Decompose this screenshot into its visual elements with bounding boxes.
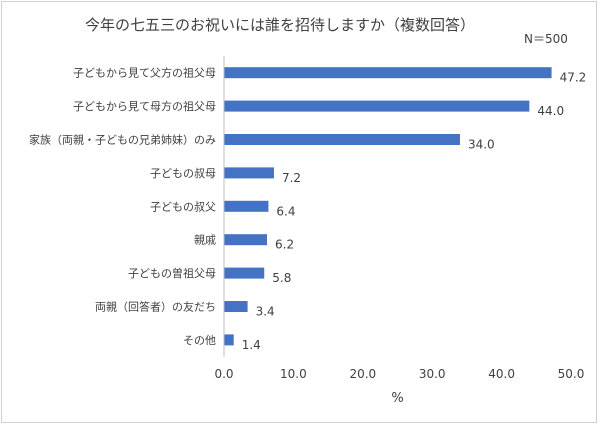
bar-3 [224, 134, 460, 145]
bar-4 [224, 167, 274, 179]
x-tick-label-2: 10.0 [280, 367, 307, 381]
category-labels-group: 子どもから見て父方の祖父母子どもから見て母方の祖父母家族（両親・子どもの兄弟姉妹… [29, 66, 216, 347]
value-label-1: 47.2 [560, 71, 587, 85]
x-tick-labels-group: 0.0 10.0 20.0 30.0 40.0 50.0 [214, 367, 584, 381]
bar-9 [224, 334, 234, 346]
chart-title: 今年の七五三のお祝いには誰を招待しますか（複数回答） [84, 16, 475, 34]
x-tick-label-4: 30.0 [419, 367, 446, 381]
category-label-6: 親戚 [194, 234, 216, 247]
x-tick-label-1: 0.0 [214, 367, 233, 381]
value-label-3: 34.0 [468, 138, 495, 152]
category-label-7: 子どもの曽祖父母 [128, 266, 216, 280]
category-label-4: 子どもの叔母 [150, 166, 216, 180]
category-label-3: 家族（両親・子どもの兄弟姉妹）のみ [29, 133, 216, 147]
category-label-5: 子どもの叔父 [150, 199, 216, 213]
bar-1 [224, 67, 552, 79]
bar-7 [224, 267, 265, 279]
category-label-2: 子どもから見て母方の祖父母 [73, 99, 216, 113]
value-label-9: 1.4 [242, 338, 261, 352]
category-label-8: 両親（回答者）の友だち [95, 300, 216, 314]
bars-group [224, 67, 552, 346]
x-tick-label-6: 50.0 [558, 367, 585, 381]
value-label-7: 5.8 [272, 271, 291, 285]
value-label-8: 3.4 [256, 305, 275, 319]
x-tick-label-3: 20.0 [349, 367, 376, 381]
bar-2 [224, 100, 530, 112]
bar-8 [224, 301, 248, 312]
sample-size-note: N＝500 [524, 32, 568, 46]
category-label-9: その他 [183, 334, 216, 347]
x-axis-label: % [391, 391, 403, 406]
category-label-1: 子どもから見て父方の祖父母 [73, 66, 216, 80]
bar-5 [224, 200, 269, 212]
bar-6 [224, 234, 268, 246]
x-tick-label-5: 40.0 [488, 367, 515, 381]
value-label-2: 44.0 [537, 104, 564, 118]
value-labels-group: 47.2 44.0 34.0 7.2 6.4 6.2 5.8 3.4 1.4 [242, 71, 587, 352]
value-label-6: 6.2 [275, 238, 294, 252]
value-label-5: 6.4 [276, 204, 295, 218]
value-label-4: 7.2 [282, 171, 301, 185]
